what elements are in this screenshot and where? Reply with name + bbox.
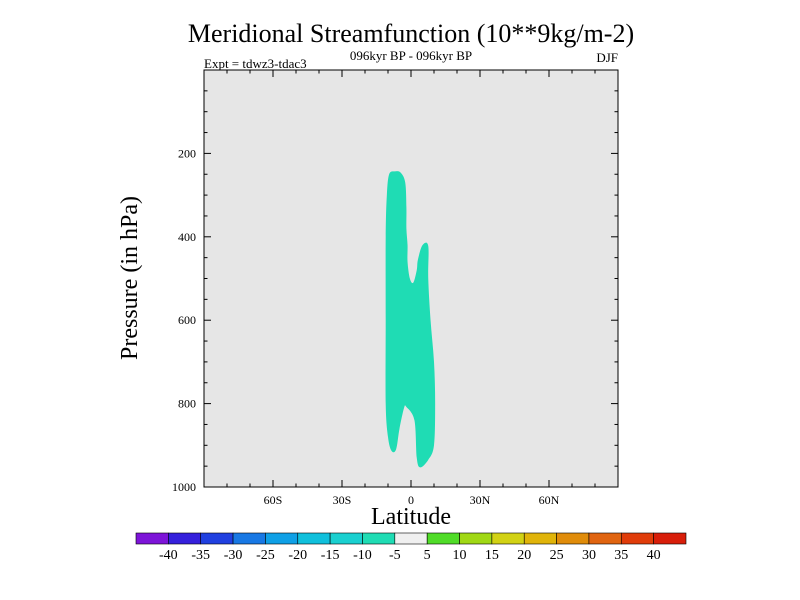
colorbar-swatch [265,532,299,545]
experiment-label: Expt = tdwz3-tdac3 [204,56,307,71]
colorbar-swatch [588,532,622,545]
x-tick-label: 60N [539,493,560,507]
colorbar: -40 -35 -30 -25 -20 -15 -10 -5 5 10 15 20 25 30 35 40 [135,532,687,563]
axis-ticks: 60S 30S 0 30N 60N 200 400 600 800 1000 [172,70,618,507]
colorbar-swatch [168,532,202,545]
y-tick-label: 1000 [172,480,196,494]
colorbar-label: 30 [582,548,596,563]
colorbar-swatch [653,532,687,545]
colorbar-label: 10 [453,548,467,563]
colorbar-label: 15 [485,548,499,563]
colorbar-label: -25 [256,548,275,563]
plot-frame [203,69,619,488]
x-tick-label: 60S [264,493,283,507]
contour-regions [385,171,436,468]
colorbar-label: 5 [424,548,431,563]
colorbar-swatch [329,532,363,545]
season-label: DJF [596,50,618,65]
colorbar-swatch [200,532,234,545]
x-axis-title: Latitude [371,504,451,530]
colorbar-swatch [394,532,428,545]
y-tick-label: 200 [178,146,196,160]
x-tick-label: 30S [333,493,352,507]
colorbar-label: 35 [614,548,628,563]
colorbar-swatch [297,532,331,545]
chart-title: Meridional Streamfunction (10**9kg/m-2) [188,19,634,48]
colorbar-label: 40 [647,548,661,563]
colorbar-label: -5 [389,548,401,563]
colorbar-label: -20 [288,548,307,563]
contour-region-0 [385,171,436,468]
colorbar-label: -15 [321,548,340,563]
colorbar-swatch [459,532,493,545]
colorbar-swatch [426,532,460,545]
chart-subtitle: 096kyr BP - 096kyr BP [350,48,472,63]
colorbar-label: -40 [159,548,178,563]
colorbar-swatch [556,532,590,545]
y-axis-title: Pressure (in hPa) [117,196,143,360]
colorbar-label: 25 [550,548,564,563]
colorbar-label: -35 [191,548,210,563]
colorbar-swatch [523,532,557,545]
plot-area [204,70,618,487]
colorbar-label: -30 [224,548,243,563]
y-tick-label: 400 [178,230,196,244]
colorbar-swatch [362,532,396,545]
x-tick-label: 30N [470,493,491,507]
y-tick-label: 600 [178,313,196,327]
y-tick-label: 800 [178,397,196,411]
colorbar-swatch [491,532,525,545]
colorbar-swatch [232,532,266,545]
x-tick-label: 0 [408,493,414,507]
colorbar-label: -10 [353,548,372,563]
colorbar-swatch [620,532,654,545]
colorbar-label: 20 [517,548,531,563]
colorbar-swatch [135,532,169,545]
